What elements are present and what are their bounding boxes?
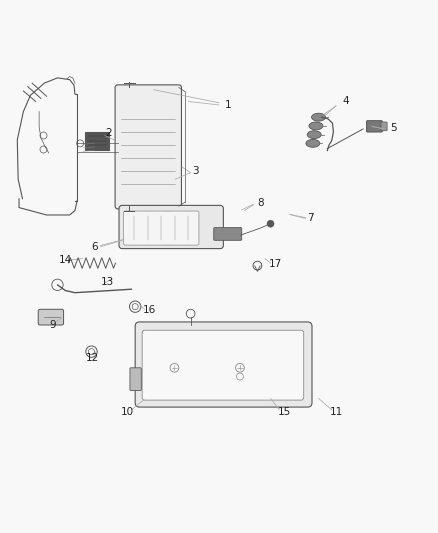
Circle shape xyxy=(267,220,274,227)
Text: 7: 7 xyxy=(307,214,314,223)
FancyBboxPatch shape xyxy=(381,122,387,131)
Text: 14: 14 xyxy=(59,255,72,265)
FancyBboxPatch shape xyxy=(130,368,141,391)
FancyBboxPatch shape xyxy=(119,205,223,248)
Text: 16: 16 xyxy=(142,305,156,315)
Text: 9: 9 xyxy=(50,320,57,329)
Text: 15: 15 xyxy=(278,407,291,417)
FancyBboxPatch shape xyxy=(38,309,64,325)
Ellipse shape xyxy=(306,140,320,147)
FancyBboxPatch shape xyxy=(214,228,242,240)
FancyBboxPatch shape xyxy=(124,211,199,245)
Ellipse shape xyxy=(311,113,325,121)
Text: 17: 17 xyxy=(269,260,283,269)
Text: 12: 12 xyxy=(86,353,99,363)
FancyBboxPatch shape xyxy=(85,133,109,150)
Text: 3: 3 xyxy=(192,166,198,176)
Text: 10: 10 xyxy=(121,407,134,417)
FancyBboxPatch shape xyxy=(115,85,181,209)
FancyBboxPatch shape xyxy=(367,120,382,132)
Text: 1: 1 xyxy=(224,100,231,110)
Text: 5: 5 xyxy=(390,123,397,133)
Text: 11: 11 xyxy=(330,407,343,417)
FancyBboxPatch shape xyxy=(135,322,312,407)
Ellipse shape xyxy=(307,131,321,139)
Text: 6: 6 xyxy=(91,242,98,252)
Text: 4: 4 xyxy=(343,96,349,107)
Ellipse shape xyxy=(309,122,323,130)
Text: 2: 2 xyxy=(106,128,112,139)
FancyBboxPatch shape xyxy=(142,330,304,400)
Text: 13: 13 xyxy=(101,277,114,287)
Text: 8: 8 xyxy=(257,198,264,208)
